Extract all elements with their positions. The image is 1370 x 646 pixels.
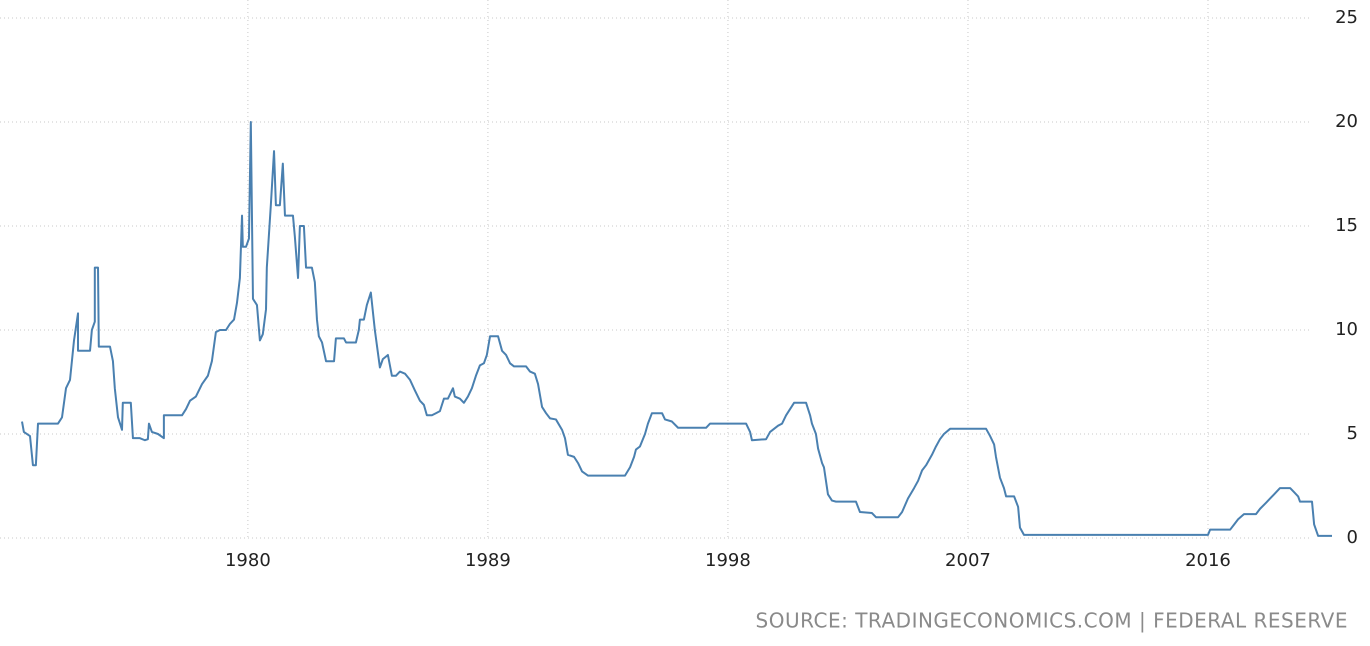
x-tick-label: 1998 bbox=[705, 550, 751, 571]
x-tick-label: 1980 bbox=[225, 550, 271, 571]
x-tick-label: 2016 bbox=[1185, 550, 1231, 571]
x-tick-label: 1989 bbox=[465, 550, 511, 571]
x-tick-label: 2007 bbox=[945, 550, 991, 571]
y-tick-label: 15 bbox=[1335, 215, 1358, 236]
source: SOURCE: TRADINGECONOMICS.COM | FEDERAL R… bbox=[756, 609, 1348, 633]
y-tick-label: 20 bbox=[1335, 111, 1358, 132]
y-tick-label: 5 bbox=[1347, 423, 1358, 444]
y-tick-label: 0 bbox=[1347, 527, 1358, 548]
y-tick-label: 25 bbox=[1335, 7, 1358, 28]
line bbox=[21, 121, 1332, 537]
y-tick-label: 10 bbox=[1335, 319, 1358, 340]
